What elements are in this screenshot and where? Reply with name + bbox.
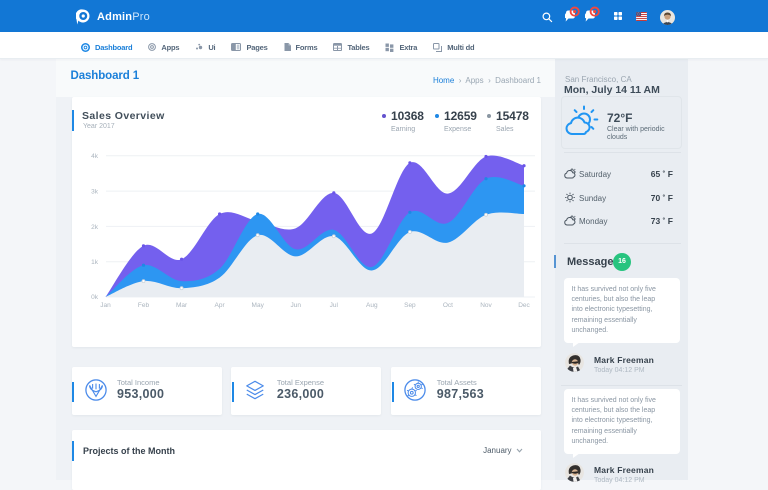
svg-text:Feb: Feb [138,302,150,309]
svg-text:Dec: Dec [518,302,530,309]
svg-text:2k: 2k [91,224,99,231]
svg-text:Jan: Jan [100,302,111,309]
svg-text:0k: 0k [91,294,99,301]
svg-text:May: May [252,302,265,309]
svg-text:Aug: Aug [366,302,378,309]
svg-text:Jul: Jul [330,302,339,309]
svg-text:Oct: Oct [443,302,453,309]
svg-text:4k: 4k [91,153,99,160]
svg-text:Sep: Sep [404,302,416,309]
svg-text:Apr: Apr [215,302,226,309]
svg-text:Jun: Jun [291,302,302,309]
svg-text:1k: 1k [91,259,99,266]
svg-text:Mar: Mar [176,302,188,309]
svg-text:3k: 3k [91,189,99,196]
svg-text:Nov: Nov [480,302,492,309]
